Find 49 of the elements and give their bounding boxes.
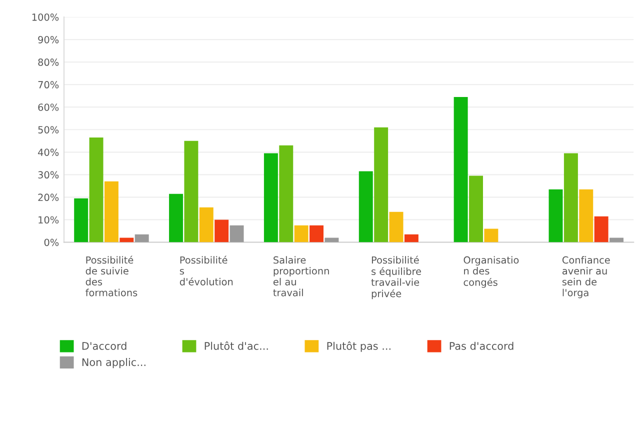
bar (310, 225, 324, 242)
bar (484, 228, 498, 242)
legend-label: Plutôt d'ac... (204, 341, 268, 350)
x-tick-label: Possibilité s équilibre travail-vie privée (371, 256, 421, 300)
bar (404, 234, 418, 242)
bar (230, 225, 244, 242)
legend-label: Non applic... (82, 358, 146, 368)
y-tick-label: 0% (44, 238, 59, 246)
legend-label: Pas d'accord (450, 342, 514, 350)
bar (199, 207, 214, 242)
bar (548, 189, 563, 242)
bar (454, 96, 468, 242)
bar (214, 220, 229, 242)
y-tick-label: 50% (38, 126, 59, 134)
x-tick-label: Confiance avenir au sein de l'orga (562, 256, 610, 298)
bar (579, 189, 594, 242)
bar (294, 225, 308, 242)
y-tick-label: 30% (38, 171, 59, 179)
x-tick-label: Possibilité s d'évolution (180, 256, 233, 286)
bar (358, 171, 373, 242)
bar (89, 138, 104, 242)
bar (374, 127, 388, 242)
y-tick-label: 20% (38, 194, 59, 202)
bar (324, 238, 339, 242)
bar (104, 181, 118, 242)
bar (120, 238, 134, 242)
x-tick-label: Possibilité de suivie des formations (86, 256, 138, 296)
bar (184, 140, 198, 242)
bar (594, 216, 608, 242)
bar (264, 153, 278, 242)
y-tick-label: 80% (38, 58, 59, 66)
legend-label: D'accord (82, 342, 126, 350)
y-tick-label: 70% (38, 81, 59, 88)
y-tick-label: 60% (38, 104, 59, 111)
bar (74, 198, 88, 242)
x-tick-label: Salaire proportionn el au travail (273, 256, 329, 296)
y-tick-label: 40% (38, 148, 59, 156)
x-tick-label: Organisatio n des congés (464, 256, 519, 288)
bar (564, 153, 578, 242)
legend-label: Plutôt pas ... (327, 341, 390, 352)
bar (134, 234, 149, 242)
y-tick-label: 90% (38, 36, 59, 44)
bar (469, 176, 483, 242)
bar (279, 145, 294, 242)
y-tick-label: 100% (32, 13, 59, 21)
bar (169, 194, 184, 242)
bar (610, 238, 624, 242)
bar (389, 212, 404, 242)
y-tick-label: 10% (38, 216, 59, 224)
